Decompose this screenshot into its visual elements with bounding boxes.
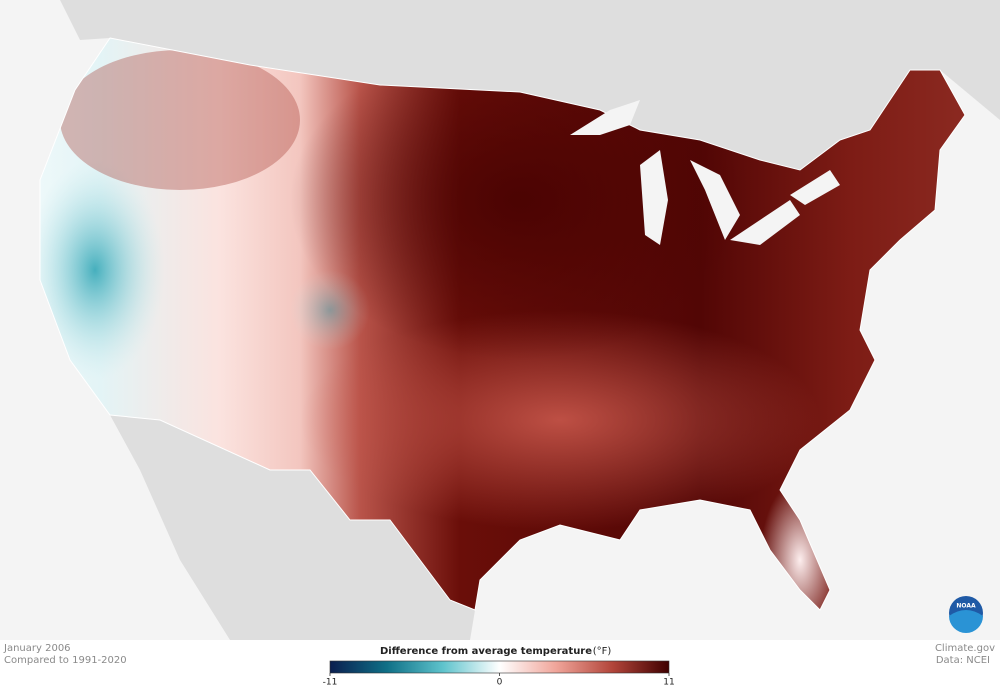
legend-unit: (°F) bbox=[593, 646, 612, 657]
legend-tick-label: -11 bbox=[323, 678, 338, 688]
logo-text: NOAA bbox=[956, 603, 976, 610]
great-lakes bbox=[570, 100, 840, 245]
canada bbox=[60, 0, 1000, 170]
mexico bbox=[110, 415, 475, 640]
noaa-logo: NOAA bbox=[949, 596, 983, 633]
map-baseline: Compared to 1991-2020 bbox=[4, 655, 127, 666]
color-scale bbox=[329, 660, 670, 674]
credit-source: Climate.gov bbox=[935, 643, 995, 654]
legend-tick-label: 0 bbox=[497, 678, 503, 688]
legend-tick-label: 11 bbox=[663, 678, 674, 688]
credit-data: Data: NCEI bbox=[936, 655, 990, 666]
legend-title: Difference from average temperature bbox=[380, 646, 592, 657]
map-date: January 2006 bbox=[3, 643, 71, 654]
